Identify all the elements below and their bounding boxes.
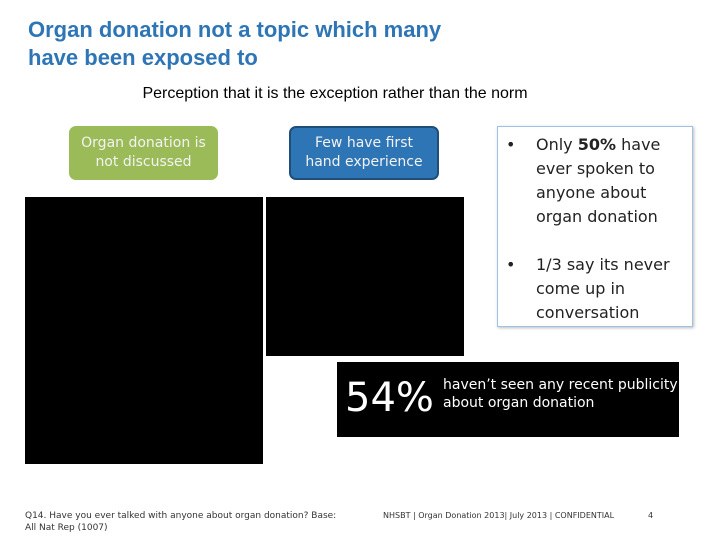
footer-center: NHSBT | Organ Donation 2013| July 2013 |… bbox=[383, 511, 615, 520]
image bbox=[266, 197, 464, 356]
bullet-text: have ever spoken to anyone about organ d… bbox=[536, 135, 661, 226]
bullet-box: • Only 50% have ever spoken to anyone ab… bbox=[497, 126, 693, 327]
stat-text: haven’t seen any recent publicity about … bbox=[443, 377, 678, 411]
title-line: Organ donation not a topic which many bbox=[28, 17, 442, 42]
bullet-text: Only bbox=[536, 135, 578, 154]
bullet-text: 1/3 say its never come up in conversatio… bbox=[536, 255, 670, 322]
subtitle: Perception that it is the exception rath… bbox=[142, 85, 528, 102]
title-line: have been exposed to bbox=[28, 45, 258, 70]
bullet-bold: 50% bbox=[577, 135, 617, 154]
page-number: 4 bbox=[648, 511, 654, 520]
stat-value: 54% bbox=[345, 375, 434, 421]
image bbox=[25, 197, 263, 464]
stat-box bbox=[337, 362, 679, 437]
theme-box: Few have first hand experience bbox=[289, 126, 439, 180]
bullet: • Only 50% have ever spoken to anyone ab… bbox=[506, 135, 661, 226]
bullet: • 1/3 say its never come up in conversat… bbox=[506, 253, 686, 325]
theme-box: Organ donation is not discussed bbox=[69, 126, 218, 180]
title: Organ donation not a topic which many ha… bbox=[28, 16, 441, 72]
footnote: Q14. Have you ever talked with anyone ab… bbox=[25, 511, 337, 533]
